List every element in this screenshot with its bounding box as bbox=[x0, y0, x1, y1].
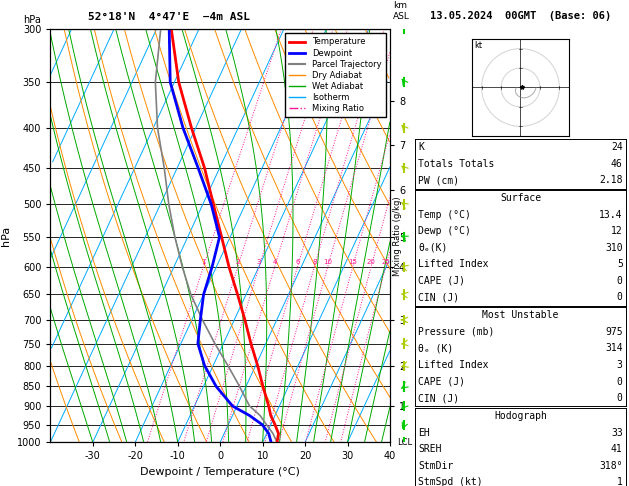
Text: Hodograph: Hodograph bbox=[494, 411, 547, 421]
Text: 13.05.2024  00GMT  (Base: 06): 13.05.2024 00GMT (Base: 06) bbox=[430, 11, 611, 21]
Text: 24: 24 bbox=[611, 142, 623, 152]
Text: 0: 0 bbox=[617, 377, 623, 386]
Text: 975: 975 bbox=[605, 327, 623, 337]
Text: 0: 0 bbox=[617, 276, 623, 286]
Text: 15: 15 bbox=[348, 259, 357, 265]
Text: 1: 1 bbox=[617, 477, 623, 486]
Text: km
ASL: km ASL bbox=[393, 1, 410, 21]
Text: Lifted Index: Lifted Index bbox=[418, 260, 489, 269]
Text: EH: EH bbox=[418, 428, 430, 437]
Text: Surface: Surface bbox=[500, 193, 541, 203]
Text: 6: 6 bbox=[295, 259, 300, 265]
Text: Dewp (°C): Dewp (°C) bbox=[418, 226, 471, 236]
Text: PW (cm): PW (cm) bbox=[418, 175, 459, 185]
Text: 310: 310 bbox=[605, 243, 623, 253]
Text: CIN (J): CIN (J) bbox=[418, 293, 459, 302]
X-axis label: Dewpoint / Temperature (°C): Dewpoint / Temperature (°C) bbox=[140, 467, 300, 477]
Text: 2.18: 2.18 bbox=[599, 175, 623, 185]
Text: 10: 10 bbox=[323, 259, 332, 265]
Text: SREH: SREH bbox=[418, 444, 442, 454]
Text: 3: 3 bbox=[257, 259, 261, 265]
Text: Pressure (mb): Pressure (mb) bbox=[418, 327, 494, 337]
Text: 5: 5 bbox=[617, 260, 623, 269]
Text: θₑ (K): θₑ (K) bbox=[418, 344, 454, 353]
Text: K: K bbox=[418, 142, 424, 152]
Text: CIN (J): CIN (J) bbox=[418, 393, 459, 403]
Text: 41: 41 bbox=[611, 444, 623, 454]
Text: 3: 3 bbox=[617, 360, 623, 370]
Text: CAPE (J): CAPE (J) bbox=[418, 377, 465, 386]
Text: Temp (°C): Temp (°C) bbox=[418, 210, 471, 220]
Text: θₑ(K): θₑ(K) bbox=[418, 243, 448, 253]
Text: 318°: 318° bbox=[599, 461, 623, 470]
Text: CAPE (J): CAPE (J) bbox=[418, 276, 465, 286]
Text: kt: kt bbox=[474, 41, 482, 50]
Text: Totals Totals: Totals Totals bbox=[418, 159, 494, 169]
Text: 2: 2 bbox=[235, 259, 240, 265]
Text: 25: 25 bbox=[381, 259, 390, 265]
Text: 20: 20 bbox=[367, 259, 376, 265]
Text: StmSpd (kt): StmSpd (kt) bbox=[418, 477, 483, 486]
Text: 314: 314 bbox=[605, 344, 623, 353]
Text: 46: 46 bbox=[611, 159, 623, 169]
Text: 0: 0 bbox=[617, 293, 623, 302]
Text: 1: 1 bbox=[201, 259, 206, 265]
Text: 13.4: 13.4 bbox=[599, 210, 623, 220]
Text: hPa: hPa bbox=[23, 15, 41, 25]
Legend: Temperature, Dewpoint, Parcel Trajectory, Dry Adiabat, Wet Adiabat, Isotherm, Mi: Temperature, Dewpoint, Parcel Trajectory… bbox=[284, 34, 386, 117]
Text: 52°18'N  4°47'E  −4m ASL: 52°18'N 4°47'E −4m ASL bbox=[88, 12, 250, 22]
Text: 12: 12 bbox=[611, 226, 623, 236]
Y-axis label: hPa: hPa bbox=[1, 226, 11, 246]
Text: Lifted Index: Lifted Index bbox=[418, 360, 489, 370]
Text: Most Unstable: Most Unstable bbox=[482, 311, 559, 320]
Text: Mixing Ratio (g/kg): Mixing Ratio (g/kg) bbox=[393, 196, 403, 276]
Text: 4: 4 bbox=[272, 259, 277, 265]
Text: 33: 33 bbox=[611, 428, 623, 437]
Text: StmDir: StmDir bbox=[418, 461, 454, 470]
Text: 0: 0 bbox=[617, 393, 623, 403]
Text: LCL: LCL bbox=[397, 438, 412, 447]
Text: 8: 8 bbox=[312, 259, 316, 265]
